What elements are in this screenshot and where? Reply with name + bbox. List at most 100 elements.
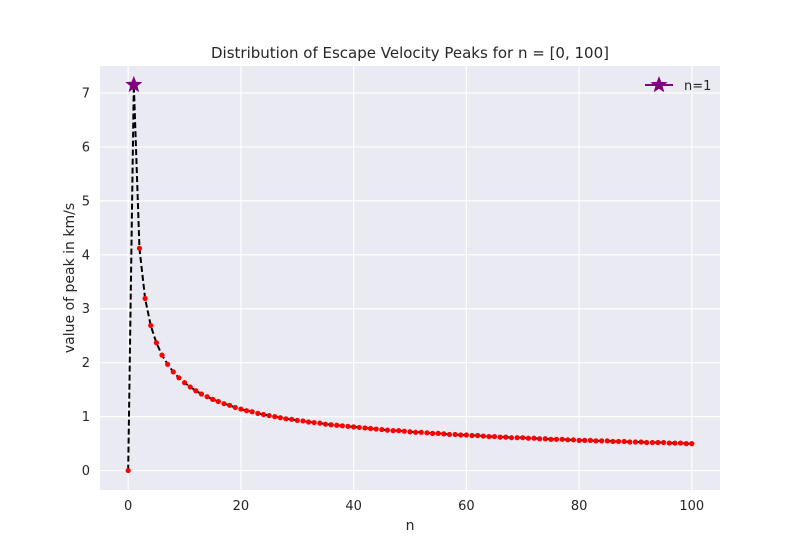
data-point	[655, 439, 661, 446]
data-point	[142, 295, 148, 302]
data-point	[599, 438, 605, 444]
data-point	[210, 396, 216, 402]
data-point	[249, 409, 255, 415]
y-tick-label: 3	[82, 302, 90, 317]
data-point	[570, 437, 577, 443]
data-point	[187, 384, 193, 390]
data-point	[553, 436, 560, 442]
x-tick-label: 80	[571, 499, 588, 514]
data-point	[283, 416, 289, 422]
series-points	[125, 82, 695, 474]
data-point	[593, 438, 599, 444]
data-point	[272, 414, 278, 420]
data-point	[542, 436, 548, 442]
data-point	[497, 434, 503, 440]
grid	[100, 66, 720, 490]
data-point	[559, 436, 565, 442]
data-point	[683, 441, 689, 447]
x-tick-label: 100	[679, 499, 704, 514]
data-point	[362, 425, 368, 431]
y-tick-label: 5	[82, 194, 90, 209]
data-point	[255, 410, 261, 416]
data-point	[198, 391, 205, 397]
data-point	[390, 428, 396, 434]
data-point	[305, 419, 312, 425]
data-point	[661, 439, 667, 446]
x-tick-label: 60	[458, 499, 475, 514]
data-point	[537, 436, 543, 442]
data-point	[565, 437, 571, 443]
y-tick-label: 4	[82, 248, 90, 263]
data-point	[621, 438, 627, 445]
data-point	[407, 429, 413, 435]
data-point	[689, 441, 695, 447]
data-point	[384, 427, 391, 433]
data-point	[458, 432, 464, 438]
data-point	[339, 423, 345, 429]
plot-area	[100, 66, 720, 490]
data-point	[136, 245, 143, 251]
data-point	[587, 437, 593, 443]
data-point	[328, 422, 334, 428]
data-point	[508, 435, 515, 441]
data-point	[159, 352, 165, 358]
data-point	[367, 425, 374, 432]
x-tick-label: 40	[345, 499, 362, 514]
data-point	[413, 429, 419, 435]
data-point	[277, 415, 283, 421]
data-point	[469, 432, 475, 439]
data-point	[548, 436, 554, 442]
data-point	[356, 424, 362, 431]
data-point	[666, 440, 672, 446]
y-axis-label: value of peak in km/s	[62, 203, 78, 353]
data-point	[170, 369, 176, 375]
data-point	[514, 435, 520, 441]
data-point	[475, 432, 481, 439]
data-point	[480, 433, 486, 439]
data-point	[227, 402, 233, 408]
highlight-layer	[125, 75, 143, 93]
data-point	[289, 416, 295, 422]
data-point	[238, 406, 244, 412]
legend-label: n=1	[684, 79, 711, 94]
data-point	[520, 435, 526, 441]
data-point	[311, 419, 317, 426]
data-point	[345, 423, 351, 429]
data-point	[193, 388, 199, 394]
data-point	[452, 431, 458, 438]
data-point	[396, 428, 402, 434]
data-point	[424, 430, 430, 436]
data-point	[677, 440, 684, 446]
data-point	[334, 422, 340, 428]
data-point	[531, 435, 537, 441]
x-tick-label: 0	[124, 499, 132, 514]
x-axis-label: n	[406, 518, 415, 534]
data-point	[351, 424, 357, 430]
data-point	[232, 404, 238, 411]
data-point	[294, 417, 300, 424]
data-point	[379, 426, 385, 433]
data-point	[300, 418, 306, 424]
data-point	[181, 380, 188, 386]
y-tick-label: 7	[82, 86, 90, 101]
data-point	[486, 433, 492, 440]
data-point	[446, 431, 453, 438]
data-point	[632, 439, 639, 445]
data-point	[463, 432, 469, 438]
legend-star-icon	[650, 76, 668, 93]
data-point	[401, 428, 407, 434]
data-point	[373, 426, 379, 432]
data-point	[165, 361, 171, 367]
data-point	[266, 412, 272, 419]
data-point	[435, 430, 441, 436]
y-tick-label: 2	[82, 356, 90, 371]
data-point	[525, 435, 531, 441]
data-point	[429, 430, 436, 436]
data-point	[176, 375, 182, 381]
data-point	[322, 421, 329, 427]
legend: n=1	[645, 76, 711, 94]
data-point	[153, 340, 159, 346]
data-point	[204, 394, 210, 400]
tick-labels: 0 20 40 60 80 100 0 1 2 3 4 5 6 7	[82, 86, 705, 514]
